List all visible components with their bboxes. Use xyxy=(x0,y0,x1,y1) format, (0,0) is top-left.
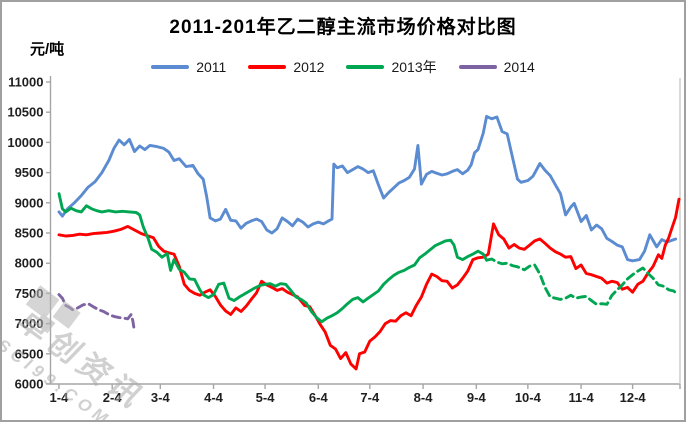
y-axis-unit-label: 元/吨 xyxy=(30,41,65,58)
x-tick-label: 5-4 xyxy=(256,390,276,405)
y-tick-label: 10500 xyxy=(7,105,43,120)
x-tick-label: 8-4 xyxy=(414,390,434,405)
x-tick-label: 11-4 xyxy=(568,390,594,405)
legend-item-2013: 2013年 xyxy=(346,57,437,77)
y-tick-label: 6500 xyxy=(15,346,44,361)
x-tick-label: 2-4 xyxy=(103,390,123,405)
y-tick-label: 9000 xyxy=(15,195,44,210)
legend-item-2014: 2014 xyxy=(458,59,535,75)
series-line-2013-solid xyxy=(57,192,489,324)
series-line-2014 xyxy=(57,293,136,333)
chart-legend: 2011 2012 2013年 2014 xyxy=(2,57,684,77)
y-tick-label: 8000 xyxy=(15,256,44,271)
x-tick-label: 7-4 xyxy=(360,390,380,405)
legend-swatch-icon xyxy=(458,65,497,69)
legend-item-2012: 2012 xyxy=(248,59,324,75)
x-tick-label: 9-4 xyxy=(467,390,487,405)
series-line-2013-dashed xyxy=(485,257,679,306)
x-tick-label: 6-4 xyxy=(309,390,329,405)
legend-item-2011: 2011 xyxy=(151,59,226,75)
series-line-2012 xyxy=(57,197,681,371)
legend-label: 2014 xyxy=(503,59,535,75)
legend-label: 2011 xyxy=(196,59,227,75)
y-tick-label: 10000 xyxy=(7,135,43,150)
y-tick-label: 7000 xyxy=(15,316,44,331)
chart-title: 2011-201年乙二醇主流市场价格对比图 xyxy=(169,17,517,38)
y-tick-label: 6000 xyxy=(15,377,44,392)
legend-swatch-icon xyxy=(248,65,287,69)
series-line-2011 xyxy=(57,114,678,263)
x-tick-label: 1-4 xyxy=(50,390,70,405)
legend-swatch-icon xyxy=(346,65,385,69)
x-tick-label: 4-4 xyxy=(204,390,224,405)
x-tick-label: 12-4 xyxy=(620,390,647,405)
y-tick-label: 8500 xyxy=(15,226,44,241)
x-tick-label: 10-4 xyxy=(515,390,542,405)
legend-label: 2013年 xyxy=(391,59,437,75)
legend-swatch-icon xyxy=(151,65,190,69)
legend-label: 2012 xyxy=(293,59,325,75)
x-tick-label: 3-4 xyxy=(151,390,171,405)
y-tick-label: 11000 xyxy=(8,75,43,90)
y-tick-label: 7500 xyxy=(15,286,44,301)
y-tick-label: 9500 xyxy=(15,165,44,180)
